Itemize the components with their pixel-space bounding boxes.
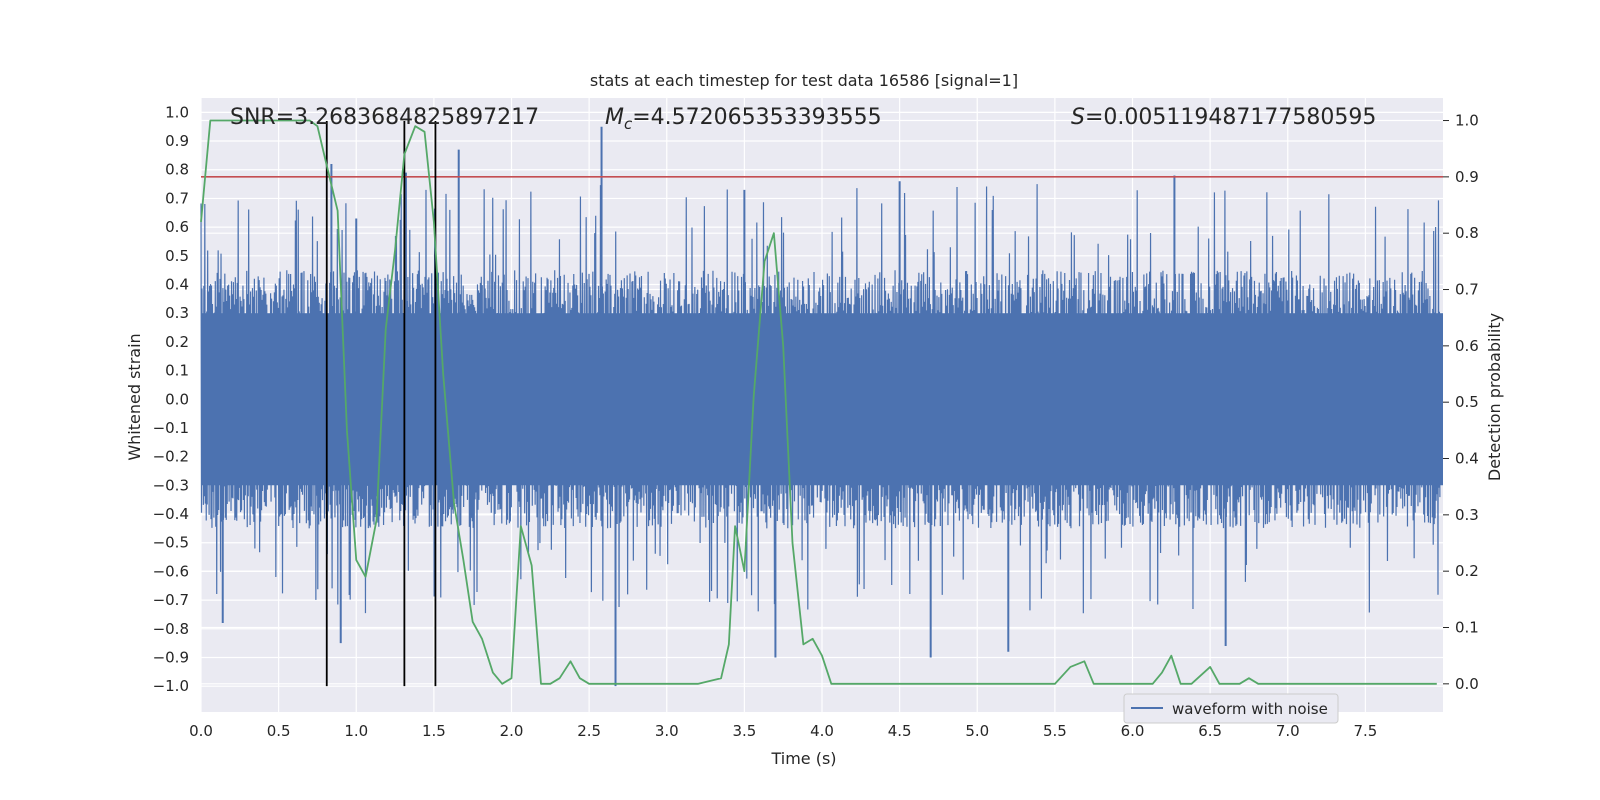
left-y-tick-label: 0.7 xyxy=(165,189,189,207)
left-y-tick-label: −0.4 xyxy=(153,505,189,523)
right-y-tick-label: 0.2 xyxy=(1455,562,1479,580)
x-tick-label: 0.5 xyxy=(267,722,291,740)
left-y-tick-label: −0.1 xyxy=(153,419,189,437)
chirp-mass-symbol: M xyxy=(605,105,624,130)
x-tick-label: 1.0 xyxy=(344,722,368,740)
left-y-tick-label: 0.1 xyxy=(165,362,189,380)
left-y-tick-label: 0.8 xyxy=(165,161,189,179)
left-y-tick-label: 1.0 xyxy=(165,103,189,121)
left-y-axis-ticks: 1.0 0.9 0.8 0.7 0.6 0.5 0.4 0.3 0.2 0.1 0.0 −0.1 −0.… xyxy=(153,103,189,695)
right-y-tick-label: 0.1 xyxy=(1455,619,1479,637)
right-y-tick-label: 0.7 xyxy=(1455,281,1479,299)
chirp-mass-subscript: c xyxy=(624,115,633,133)
waveform-with-noise-series xyxy=(200,126,1443,687)
x-axis-ticks: 0.0 0.5 1.0 1.5 2.0 2.5 3.0 3.5 4.0 4.5 5.0 5.5 6.0 6… xyxy=(189,722,1377,740)
legend-box xyxy=(1123,693,1339,724)
right-y-tick-label: 0.4 xyxy=(1455,450,1479,468)
s-value: =0.005119487177580595 xyxy=(1085,105,1376,130)
snr-annotation: SNR=3.2683684825897217 xyxy=(230,105,539,130)
x-tick-label: 2.5 xyxy=(577,722,601,740)
s-annotation: S=0.005119487177580595 xyxy=(1071,105,1376,130)
x-tick-label: 1.5 xyxy=(422,722,446,740)
x-tick-label: 4.5 xyxy=(888,722,912,740)
right-y-tick-label: 0.9 xyxy=(1455,168,1479,186)
waveform-core-band xyxy=(201,313,1443,486)
left-y-tick-label: 0.6 xyxy=(165,218,189,236)
left-y-tick-label: −0.3 xyxy=(153,476,189,494)
right-y-tick-label: 0.5 xyxy=(1455,393,1479,411)
chirp-mass-annotation: Mc=4.572065353393555 xyxy=(605,105,882,133)
left-y-tick-label: 0.0 xyxy=(165,390,189,408)
x-tick-label: 6.0 xyxy=(1121,722,1145,740)
right-y-tick-label: 1.0 xyxy=(1455,112,1479,130)
x-tick-label: 3.0 xyxy=(655,722,679,740)
legend: waveform with noise xyxy=(1123,693,1339,724)
left-y-tick-label: −0.6 xyxy=(153,562,189,580)
x-tick-label: 3.5 xyxy=(732,722,756,740)
right-y-axis-label: Detection probability xyxy=(1485,313,1504,481)
left-y-tick-label: 0.9 xyxy=(165,132,189,150)
detection-probability-series xyxy=(200,119,1437,685)
chart-title: stats at each timestep for test data 165… xyxy=(590,71,1018,90)
chirp-mass-value: =4.572065353393555 xyxy=(632,105,881,130)
left-y-tick-label: 0.5 xyxy=(165,247,189,265)
right-y-tick-label: 0.6 xyxy=(1455,337,1479,355)
x-tick-label: 5.0 xyxy=(965,722,989,740)
x-tick-label: 5.5 xyxy=(1043,722,1067,740)
left-y-axis-label: Whitened strain xyxy=(125,333,144,460)
probability-line xyxy=(200,119,1437,685)
x-tick-label: 0.0 xyxy=(189,722,213,740)
left-y-tick-label: −1.0 xyxy=(153,677,189,695)
left-y-tick-label: −0.5 xyxy=(153,534,189,552)
legend-entry-waveform: waveform with noise xyxy=(1172,700,1328,718)
x-tick-label: 7.5 xyxy=(1353,722,1377,740)
x-axis-label: Time (s) xyxy=(770,749,836,768)
left-y-tick-label: −0.8 xyxy=(153,620,189,638)
left-y-tick-label: −0.2 xyxy=(153,448,189,466)
left-y-tick-label: 0.2 xyxy=(165,333,189,351)
left-y-tick-label: 0.4 xyxy=(165,275,189,293)
s-symbol: S xyxy=(1071,105,1085,130)
x-tick-label: 6.5 xyxy=(1198,722,1222,740)
left-y-tick-label: −0.7 xyxy=(153,591,189,609)
left-y-tick-label: 0.3 xyxy=(165,304,189,322)
left-y-tick-label: −0.9 xyxy=(153,648,189,666)
right-y-tick-label: 0.3 xyxy=(1455,506,1479,524)
x-tick-label: 4.0 xyxy=(810,722,834,740)
right-y-tick-label: 0.8 xyxy=(1455,224,1479,242)
x-tick-label: 7.0 xyxy=(1276,722,1300,740)
right-y-tick-label: 0.0 xyxy=(1455,675,1479,693)
right-y-axis-ticks: 1.0 0.9 0.8 0.7 0.6 0.5 0.4 0.3 0.2 0.1 0.0 xyxy=(1443,112,1479,693)
x-tick-label: 2.0 xyxy=(500,722,524,740)
marker-lines xyxy=(325,120,437,687)
